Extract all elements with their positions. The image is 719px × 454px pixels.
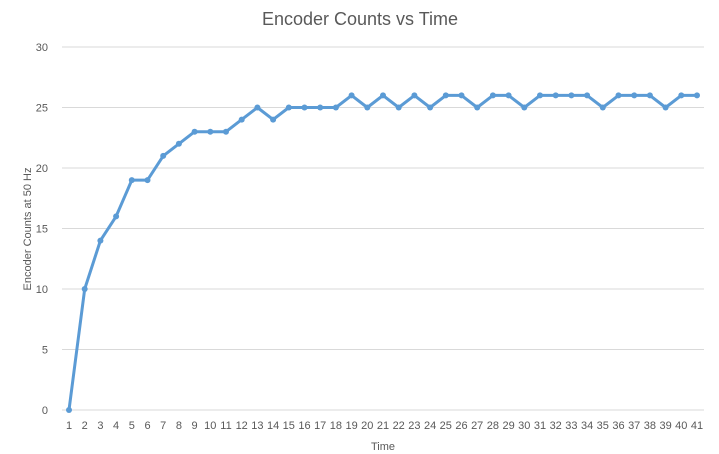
x-tick-label: 15 — [283, 420, 295, 432]
x-tick-label: 30 — [518, 420, 530, 432]
data-point — [395, 104, 402, 111]
data-point — [317, 104, 324, 111]
x-tick-label: 39 — [659, 420, 671, 432]
x-tick-label: 33 — [565, 420, 577, 432]
x-tick-label: 14 — [267, 420, 279, 432]
x-tick-label: 25 — [440, 420, 452, 432]
x-tick-label: 35 — [597, 420, 609, 432]
y-tick-label: 5 — [42, 345, 48, 357]
y-tick-label: 25 — [36, 103, 48, 115]
x-tick-label: 27 — [471, 420, 483, 432]
data-point — [646, 92, 653, 99]
x-tick-label: 17 — [314, 420, 326, 432]
x-tick-label: 3 — [97, 420, 103, 432]
x-tick-label: 19 — [345, 420, 357, 432]
x-tick-label: 16 — [298, 420, 310, 432]
data-point — [301, 104, 308, 111]
data-point — [678, 92, 685, 99]
x-axis-tick-labels: 1 2 3 4 5 6 7 8 9 10 11 12 13 14 15 16 17 18 19 20 21 22 23 24 2… — [66, 420, 703, 432]
data-point — [537, 92, 543, 99]
data-point — [191, 128, 198, 135]
x-tick-label: 4 — [113, 420, 119, 432]
x-tick-label: 13 — [251, 420, 263, 432]
x-tick-label: 12 — [236, 420, 248, 432]
data-point — [254, 104, 261, 111]
x-tick-label: 7 — [160, 420, 166, 432]
data-point — [207, 128, 214, 135]
data-point — [662, 104, 669, 111]
x-tick-label: 38 — [644, 420, 656, 432]
data-point — [584, 92, 591, 99]
x-tick-label: 1 — [66, 420, 72, 432]
data-point — [175, 140, 182, 147]
x-tick-label: 41 — [691, 420, 703, 432]
x-tick-label: 34 — [581, 420, 593, 432]
y-tick-label: 30 — [36, 42, 48, 54]
x-tick-label: 9 — [192, 420, 198, 432]
data-point — [615, 92, 622, 99]
y-tick-label: 0 — [42, 405, 48, 417]
data-point — [631, 92, 638, 99]
data-point — [380, 92, 386, 99]
data-point — [427, 104, 434, 111]
data-point — [128, 177, 135, 184]
data-point — [270, 116, 277, 123]
grid-lines — [62, 46, 704, 411]
series-line — [67, 93, 699, 412]
data-point — [160, 152, 167, 159]
data-point — [332, 104, 339, 111]
data-point — [364, 104, 371, 111]
data-point — [113, 213, 120, 220]
x-tick-label: 20 — [361, 420, 373, 432]
data-point — [694, 92, 700, 99]
x-tick-label: 37 — [628, 420, 640, 432]
chart-title: Encoder Counts vs Time — [262, 9, 458, 29]
data-point — [97, 237, 104, 244]
data-point — [489, 92, 496, 99]
x-tick-label: 28 — [487, 420, 499, 432]
x-tick-label: 31 — [534, 420, 546, 432]
x-tick-label: 5 — [129, 420, 135, 432]
data-point — [81, 286, 88, 292]
y-axis-label: Encoder Counts at 50 Hz — [22, 168, 34, 291]
x-tick-label: 23 — [408, 420, 420, 432]
data-point — [552, 92, 559, 99]
x-tick-label: 2 — [82, 420, 88, 432]
data-point — [223, 128, 229, 135]
y-tick-label: 15 — [36, 224, 48, 236]
x-tick-label: 24 — [424, 420, 436, 432]
data-point — [521, 104, 528, 111]
data-point — [66, 407, 72, 413]
data-point — [285, 104, 292, 111]
data-point — [144, 177, 151, 184]
x-tick-label: 22 — [393, 420, 405, 432]
x-tick-label: 36 — [612, 420, 624, 432]
data-point — [458, 92, 465, 99]
data-point — [505, 92, 512, 99]
x-axis-label: Time — [371, 441, 395, 453]
y-tick-label: 20 — [36, 163, 48, 175]
data-point — [442, 92, 449, 99]
data-point — [348, 92, 355, 99]
data-point — [411, 92, 418, 99]
y-tick-label: 10 — [36, 284, 48, 296]
data-point — [568, 92, 575, 99]
data-series — [66, 92, 700, 413]
x-tick-label: 6 — [144, 420, 150, 432]
x-tick-label: 40 — [675, 420, 687, 432]
x-tick-label: 29 — [502, 420, 514, 432]
x-tick-label: 8 — [176, 420, 182, 432]
data-point — [238, 116, 245, 123]
x-tick-label: 10 — [204, 420, 216, 432]
x-tick-label: 26 — [455, 420, 467, 432]
x-tick-label: 32 — [550, 420, 562, 432]
x-tick-label: 18 — [330, 420, 342, 432]
data-point — [474, 104, 481, 111]
x-tick-label: 21 — [377, 420, 389, 432]
y-axis-tick-labels: 0 5 10 15 20 25 30 — [36, 42, 48, 417]
x-tick-label: 11 — [220, 420, 231, 432]
data-point — [599, 104, 606, 111]
